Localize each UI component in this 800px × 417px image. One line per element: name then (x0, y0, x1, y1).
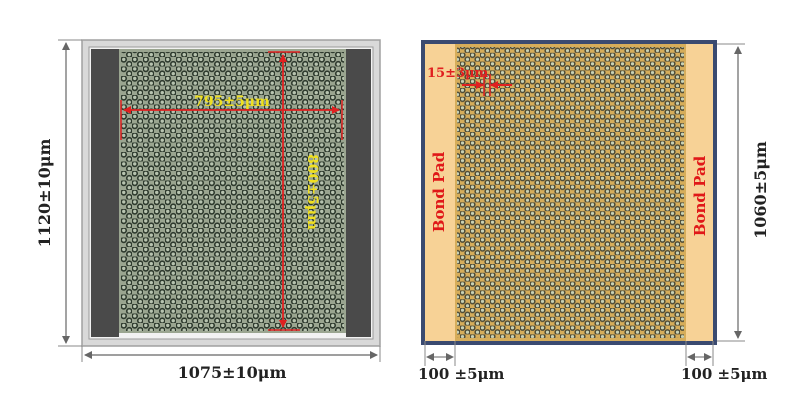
left-margin-label: 100 ±5μm (418, 365, 505, 383)
right-hole-array (457, 47, 684, 338)
right-bond-pad-label: Bond Pad (691, 155, 709, 236)
right-pad-right (686, 44, 713, 341)
left-dark-side-right (346, 49, 371, 337)
array-width-label: 795±5μm (194, 94, 270, 110)
chip-width-label: 1075±10μm (178, 363, 287, 382)
left-hole-array (121, 52, 344, 331)
right-margin-label: 100 ±5μm (681, 365, 768, 383)
chip-height-label: 1120±10μm (35, 139, 54, 248)
left-chip: 795±5μm 800±5μm 1120±10μm 1075±10μm (35, 39, 381, 382)
array-height-label: 800±5μm (304, 154, 320, 230)
right-height-label: 1060±5μm (751, 141, 770, 239)
right-chip: Bond Pad Bond Pad 15±3μm 1060±5μm 100 ±5… (418, 40, 770, 383)
left-dark-side-left (91, 49, 119, 337)
right-pad-left (425, 44, 455, 341)
pitch-label: 15±3μm (427, 66, 489, 81)
left-bond-pad-label: Bond Pad (430, 151, 448, 232)
